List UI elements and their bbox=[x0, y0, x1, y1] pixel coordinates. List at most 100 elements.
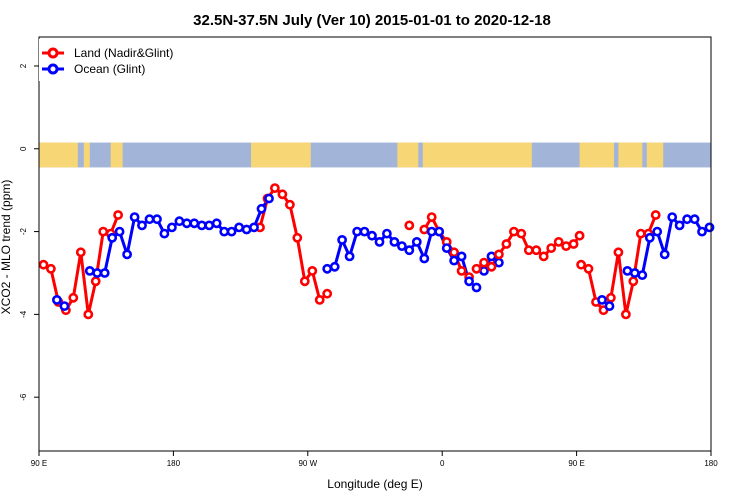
data-point bbox=[359, 226, 370, 237]
data-point bbox=[59, 301, 70, 311]
data-point bbox=[92, 268, 103, 278]
data-point bbox=[426, 212, 437, 222]
land-strip bbox=[422, 142, 532, 168]
data-point bbox=[211, 218, 222, 229]
data-point bbox=[52, 294, 62, 305]
data-point bbox=[635, 228, 646, 239]
data-point bbox=[553, 236, 564, 247]
data-point bbox=[98, 226, 109, 237]
x-tick-label: 90 E bbox=[568, 459, 584, 468]
y-tick-label: 0 bbox=[19, 146, 28, 151]
x-axis-label: Longitude (deg E) bbox=[327, 477, 422, 491]
data-point bbox=[46, 263, 56, 274]
data-point bbox=[493, 249, 504, 260]
data-point bbox=[449, 247, 459, 258]
data-point bbox=[637, 270, 648, 280]
data-point bbox=[471, 263, 482, 274]
land-strip bbox=[83, 142, 90, 168]
data-point bbox=[667, 212, 678, 222]
data-point bbox=[314, 294, 325, 305]
data-point bbox=[292, 232, 303, 243]
land-strip bbox=[618, 142, 643, 168]
data-point bbox=[264, 193, 274, 204]
y-axis: 2 0 -2 -4 -6 bbox=[19, 63, 39, 401]
data-point bbox=[38, 259, 49, 270]
data-point bbox=[234, 222, 244, 233]
series-line bbox=[89, 197, 271, 275]
legend: Land (Nadir&Glint) Ocean (Glint) bbox=[39, 39, 195, 81]
y-tick-label: -4 bbox=[19, 310, 28, 318]
data-point bbox=[456, 265, 467, 276]
data-point bbox=[426, 226, 437, 237]
data-point bbox=[90, 276, 101, 287]
legend-land-label: Land (Nadir&Glint) bbox=[74, 46, 173, 60]
data-point bbox=[479, 257, 489, 268]
y-tick-label: -2 bbox=[19, 227, 28, 235]
data-point bbox=[516, 228, 527, 239]
x-tick-label: 180 bbox=[167, 459, 181, 468]
data-point bbox=[486, 251, 497, 262]
data-point bbox=[277, 189, 288, 200]
data-point bbox=[337, 234, 347, 245]
data-point bbox=[68, 292, 79, 303]
data-point bbox=[456, 251, 467, 262]
data-point bbox=[322, 263, 333, 274]
data-point bbox=[604, 301, 615, 311]
data-point bbox=[597, 294, 607, 305]
land-strip bbox=[646, 142, 664, 168]
data-point bbox=[113, 210, 123, 220]
x-axis: 90 E 180 90 W 0 90 E 180 bbox=[31, 451, 718, 468]
data-point bbox=[613, 247, 624, 258]
data-point bbox=[650, 210, 661, 220]
land-strip bbox=[397, 142, 419, 168]
data-point bbox=[389, 236, 400, 247]
data-point bbox=[344, 251, 355, 262]
data-point bbox=[704, 222, 715, 233]
data-point bbox=[307, 265, 318, 276]
data-point bbox=[299, 276, 310, 287]
data-point bbox=[629, 268, 640, 278]
data-point bbox=[471, 282, 482, 293]
data-point bbox=[396, 241, 407, 251]
data-point bbox=[644, 232, 655, 243]
data-point bbox=[689, 214, 700, 225]
y-tick-label: 2 bbox=[19, 63, 28, 68]
legend-land-marker bbox=[47, 47, 59, 59]
data-point bbox=[322, 288, 333, 299]
data-point bbox=[381, 228, 392, 239]
data-point bbox=[674, 220, 685, 231]
data-point bbox=[122, 249, 132, 260]
data-point bbox=[546, 243, 557, 253]
x-tick-label: 90 E bbox=[31, 459, 47, 468]
land-ocean-band bbox=[39, 142, 711, 168]
legend-box bbox=[39, 39, 195, 81]
series-points bbox=[38, 183, 715, 320]
data-point bbox=[486, 261, 497, 272]
data-point bbox=[621, 309, 631, 320]
series-line bbox=[258, 186, 329, 302]
legend-ocean-label: Ocean (Glint) bbox=[74, 62, 145, 76]
data-point bbox=[652, 226, 663, 237]
data-point bbox=[682, 214, 692, 225]
x-tick-label: 90 W bbox=[298, 459, 317, 468]
data-point bbox=[99, 268, 110, 278]
plot-frame bbox=[38, 36, 712, 452]
land-strip bbox=[39, 142, 78, 168]
data-point bbox=[583, 263, 594, 274]
data-point bbox=[568, 239, 579, 249]
data-point bbox=[75, 247, 86, 258]
land-strip bbox=[110, 142, 123, 168]
y-tick-label: -6 bbox=[19, 393, 28, 401]
data-point bbox=[144, 214, 155, 225]
data-point bbox=[404, 220, 415, 231]
data-point bbox=[441, 243, 452, 253]
data-point bbox=[367, 230, 377, 241]
data-point bbox=[83, 309, 94, 320]
data-point bbox=[419, 253, 430, 264]
data-point bbox=[576, 259, 586, 270]
data-point bbox=[628, 276, 639, 287]
chart-title: 32.5N-37.5N July (Ver 10) 2015-01-01 to … bbox=[193, 12, 551, 29]
x-tick-label: 0 bbox=[440, 459, 445, 468]
data-point bbox=[152, 214, 162, 225]
